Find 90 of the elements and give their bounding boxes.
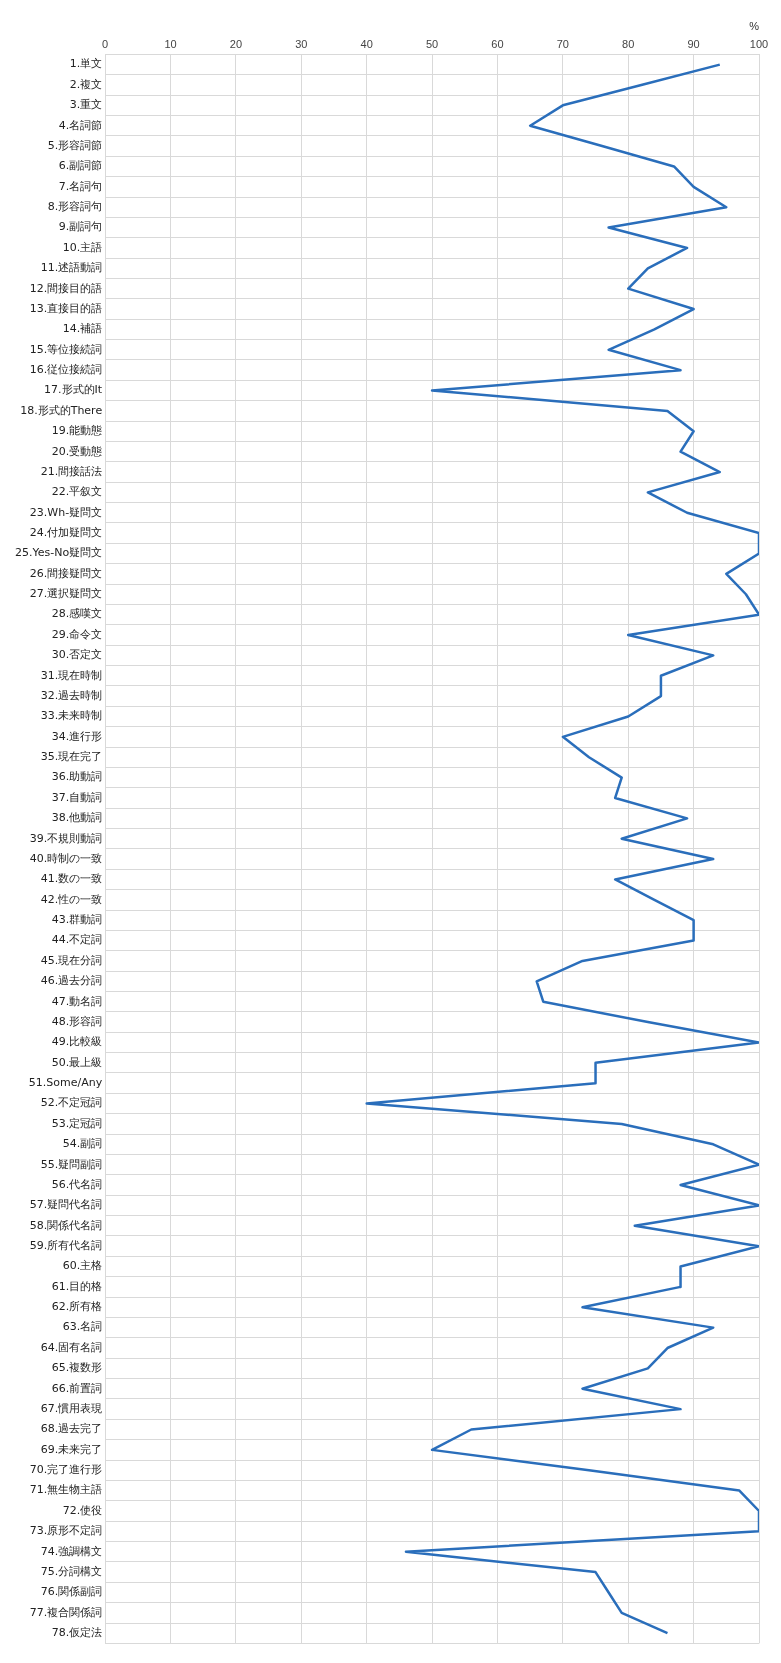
y-tick-label: 30.否定文 (51, 648, 103, 662)
y-tick-label: 64.固有名詞 (40, 1340, 103, 1354)
y-tick-label: 9.副詞句 (58, 220, 103, 234)
y-tick-label: 55.疑問副詞 (40, 1157, 103, 1171)
y-tick-label: 56.代名詞 (51, 1177, 103, 1191)
x-axis-title: % (749, 19, 760, 32)
y-tick-label: 14.補語 (62, 322, 103, 336)
y-tick-label: 13.直接目的語 (29, 301, 103, 315)
y-tick-label: 29.命令文 (51, 627, 103, 641)
y-tick-label: 45.現在分詞 (40, 953, 103, 967)
y-tick-label: 50.最上級 (51, 1055, 103, 1069)
y-tick-label: 42.性の一致 (40, 892, 103, 906)
y-tick-label: 66.前置詞 (51, 1381, 103, 1395)
x-tick-label: 50 (425, 37, 439, 50)
y-tick-label: 12.間接目的語 (29, 281, 103, 295)
y-tick-label: 7.名詞句 (58, 179, 103, 193)
y-tick-label: 41.数の一致 (40, 872, 103, 886)
y-tick-label: 27.選択疑問文 (29, 587, 103, 601)
y-tick-label: 71.無生物主語 (29, 1483, 103, 1497)
y-tick-label: 11.述語動詞 (40, 261, 103, 275)
y-tick-label: 57.疑問代名詞 (29, 1198, 103, 1212)
x-tick-label: 90 (687, 37, 700, 50)
y-tick-label: 8.形容詞句 (47, 200, 103, 214)
y-tick-label: 63.名詞 (62, 1320, 103, 1334)
y-tick-label: 59.所有代名詞 (29, 1239, 103, 1253)
y-tick-label: 33.未来時制 (40, 709, 103, 723)
y-tick-label: 51.Some/Any (28, 1076, 103, 1090)
y-tick-label: 32.過去時制 (40, 688, 103, 702)
y-tick-label: 36.助動詞 (51, 770, 103, 784)
y-tick-label: 48.形容詞 (51, 1014, 103, 1028)
y-tick-label: 22.平叙文 (51, 485, 103, 499)
y-tick-label: 28.感嘆文 (51, 607, 103, 621)
y-tick-label: 75.分詞構文 (40, 1564, 103, 1578)
y-tick-label: 73.原形不定詞 (29, 1524, 103, 1538)
x-tick-label: 60 (491, 37, 504, 50)
y-tick-label: 74.強調構文 (40, 1544, 103, 1558)
x-tick-label: 100 (749, 37, 769, 50)
y-tick-label: 38.他動詞 (51, 811, 103, 825)
y-tick-label: 39.不規則動詞 (29, 831, 103, 845)
x-tick-label: 0 (102, 37, 109, 50)
y-tick-label: 10.主語 (62, 240, 103, 254)
x-tick-label: 30 (295, 37, 308, 50)
y-tick-label: 52.不定冠詞 (40, 1096, 103, 1110)
y-tick-label: 47.動名詞 (51, 994, 103, 1008)
y-tick-label: 62.所有格 (51, 1300, 103, 1314)
y-tick-label: 26.間接疑問文 (29, 566, 103, 580)
y-tick-label: 58.関係代名詞 (29, 1218, 103, 1232)
y-tick-label: 19.能動態 (51, 424, 103, 438)
x-tick-label: 70 (556, 37, 569, 50)
y-tick-label: 23.Wh-疑問文 (29, 505, 103, 519)
y-tick-label: 77.複合関係詞 (29, 1605, 103, 1619)
y-tick-label: 2.複文 (69, 77, 103, 91)
y-tick-label: 31.現在時制 (40, 668, 103, 682)
x-tick-label: 80 (622, 37, 635, 50)
y-tick-label: 78.仮定法 (51, 1626, 103, 1640)
y-tick-label: 24.付加疑問文 (29, 526, 103, 539)
y-tick-label: 61.目的格 (51, 1279, 103, 1293)
y-tick-label: 60.主格 (62, 1259, 103, 1273)
y-tick-label: 67.慣用表現 (40, 1401, 103, 1415)
y-tick-label: 15.等位接続詞 (29, 342, 103, 356)
y-tick-label: 16.従位接続詞 (29, 363, 103, 377)
y-tick-label: 43.群動詞 (51, 913, 103, 927)
x-tick-label: 20 (229, 37, 243, 50)
y-tick-label: 40.時制の一致 (29, 851, 103, 865)
y-tick-label: 37.自動詞 (51, 790, 103, 804)
y-tick-label: 20.受動態 (51, 444, 103, 458)
y-tick-label: 76.関係副詞 (40, 1585, 103, 1599)
y-tick-label: 4.名詞節 (58, 118, 103, 132)
y-tick-label: 34.進行形 (51, 729, 103, 743)
y-tick-label: 49.比較級 (51, 1035, 103, 1049)
y-tick-label: 17.形式的It (44, 383, 103, 397)
y-tick-label: 21.間接話法 (40, 464, 103, 478)
y-tick-label: 44.不定詞 (51, 933, 103, 947)
y-tick-label: 18.形式的There (20, 403, 103, 417)
x-tick-label: 40 (360, 37, 373, 50)
y-tick-label: 35.現在完了 (40, 750, 103, 764)
y-tick-label: 72.使役 (62, 1503, 103, 1517)
y-tick-label: 68.過去完了 (40, 1422, 103, 1436)
y-tick-label: 6.副詞節 (58, 159, 103, 173)
y-tick-label: 70.完了進行形 (29, 1463, 103, 1477)
y-tick-label: 46.過去分詞 (40, 974, 103, 988)
y-tick-label: 1.単文 (69, 57, 103, 71)
x-tick-label: 10 (164, 37, 177, 50)
y-tick-label: 25.Yes-No疑問文 (14, 546, 103, 560)
y-tick-label: 5.形容詞節 (47, 138, 103, 152)
y-tick-label: 69.未来完了 (40, 1442, 103, 1456)
y-tick-label: 54.副詞 (62, 1137, 103, 1151)
y-tick-label: 53.定冠詞 (51, 1116, 103, 1130)
y-tick-label: 65.複数形 (51, 1361, 103, 1375)
y-tick-label: 3.重文 (69, 98, 103, 112)
